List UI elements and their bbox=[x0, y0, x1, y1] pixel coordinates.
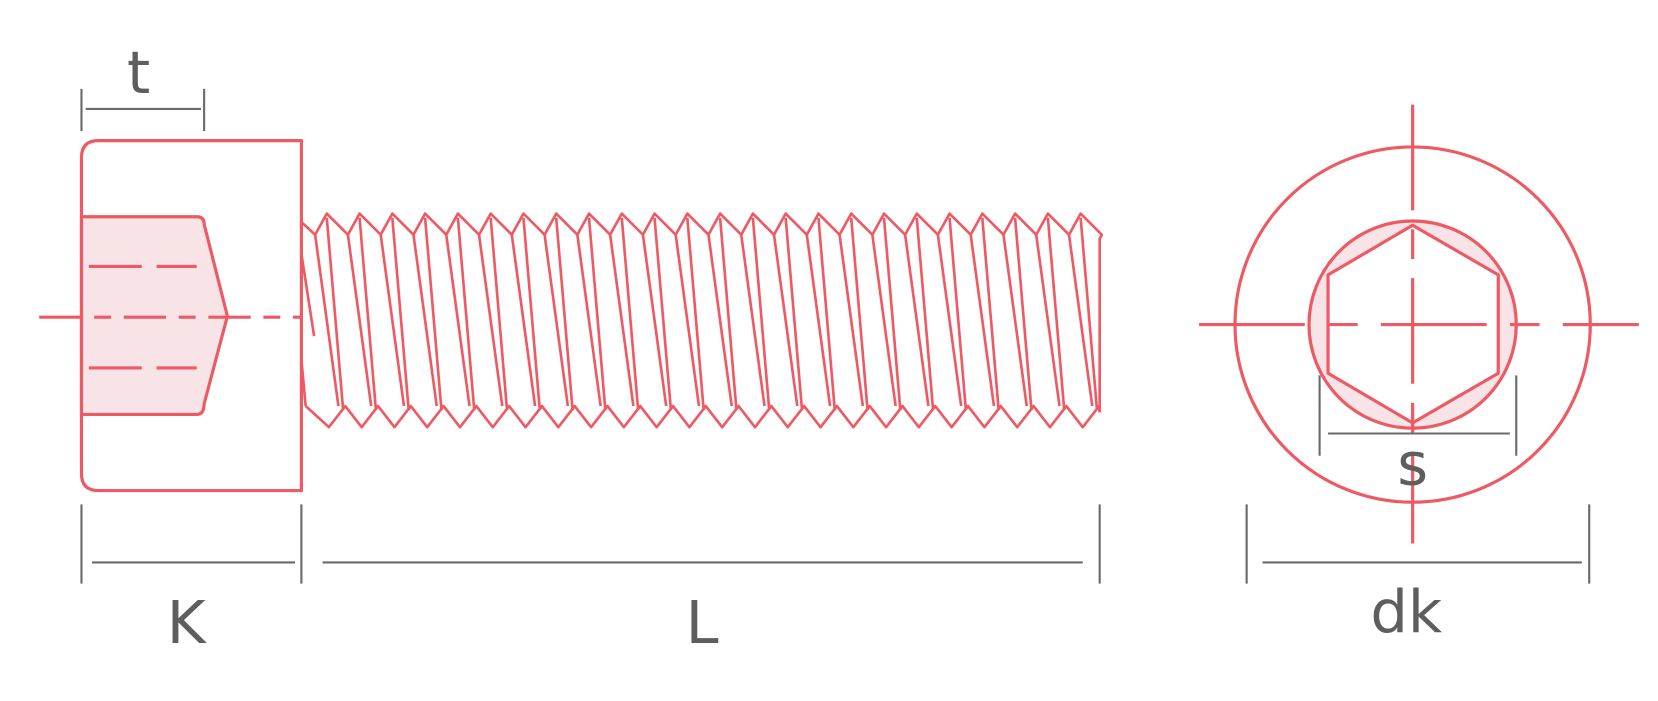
thread-line bbox=[346, 234, 373, 407]
thread-line bbox=[477, 234, 504, 407]
thread-line bbox=[543, 234, 570, 407]
socket-lines bbox=[88, 264, 197, 370]
thread-line bbox=[379, 234, 406, 407]
end-view bbox=[1199, 104, 1639, 544]
thread-line bbox=[510, 234, 537, 407]
label-l: L bbox=[686, 588, 719, 657]
thread-line bbox=[391, 217, 411, 411]
thread-line bbox=[641, 234, 668, 407]
thread-line bbox=[838, 234, 865, 407]
label-s: s bbox=[1397, 429, 1428, 498]
thread-line bbox=[739, 234, 766, 407]
label-dk: dk bbox=[1370, 577, 1443, 646]
thread-line bbox=[423, 217, 443, 411]
thread-line bbox=[849, 217, 869, 411]
dimensions bbox=[80, 88, 1591, 584]
thread-line bbox=[300, 212, 1104, 413]
thread-line bbox=[817, 217, 837, 411]
thread-line bbox=[936, 234, 963, 407]
thread-line bbox=[1002, 234, 1029, 407]
side-view bbox=[39, 139, 1104, 493]
thread-line bbox=[686, 217, 706, 411]
thread-line bbox=[718, 217, 738, 411]
head bbox=[79, 139, 303, 493]
thread-line bbox=[608, 234, 635, 407]
thread-line bbox=[805, 234, 832, 407]
thread-line bbox=[915, 217, 935, 411]
thread-line bbox=[784, 217, 804, 411]
thread-line bbox=[903, 234, 930, 407]
thread-line bbox=[620, 217, 640, 411]
thread-line bbox=[358, 217, 378, 411]
thread-line bbox=[1013, 217, 1033, 411]
thread-line bbox=[489, 217, 509, 411]
label-t: t bbox=[127, 38, 150, 107]
thread-line bbox=[1034, 234, 1061, 407]
thread-line bbox=[300, 253, 316, 407]
thread-line bbox=[576, 234, 602, 407]
label-k: K bbox=[167, 588, 208, 657]
thread-line bbox=[313, 234, 340, 407]
thread-line bbox=[707, 234, 734, 407]
thread-line bbox=[969, 234, 996, 407]
thread-line bbox=[751, 217, 771, 411]
thread-line bbox=[772, 234, 799, 407]
thread-line bbox=[554, 217, 574, 411]
thread-line bbox=[882, 217, 902, 411]
thread-line bbox=[871, 234, 897, 407]
thread-line bbox=[325, 217, 345, 411]
thread-line bbox=[653, 217, 673, 411]
thread-line bbox=[522, 217, 542, 411]
thread-line bbox=[1067, 234, 1094, 407]
thread-line bbox=[304, 404, 1101, 429]
thread-line bbox=[1046, 217, 1066, 411]
thread-line bbox=[412, 234, 439, 407]
thread-line bbox=[456, 217, 476, 411]
thread bbox=[300, 212, 1104, 429]
thread-line bbox=[980, 217, 1001, 411]
thread-line bbox=[1079, 217, 1099, 411]
thread-line bbox=[674, 234, 701, 407]
thread-line bbox=[587, 217, 607, 411]
thread-line bbox=[444, 234, 471, 407]
thread-line bbox=[948, 217, 968, 411]
